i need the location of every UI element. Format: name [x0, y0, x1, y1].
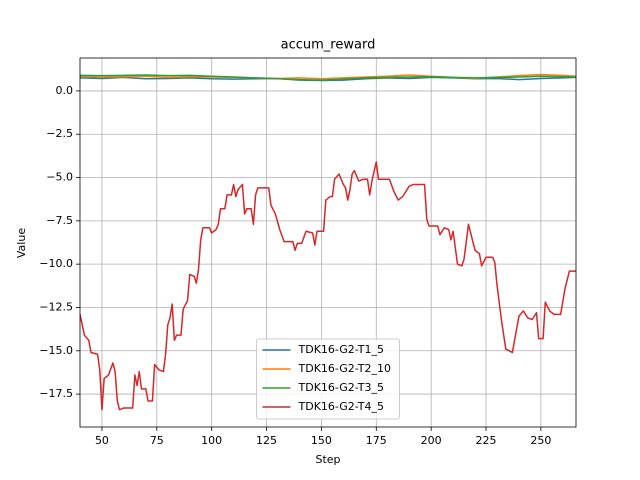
x-tick-label: 50 [95, 434, 109, 447]
plot-frame [79, 57, 577, 428]
x-tick-label: 175 [366, 434, 387, 447]
chart-title: accum_reward [281, 38, 376, 53]
grid [80, 58, 576, 427]
y-tick-label: −7.5 [46, 214, 73, 227]
x-tick-label: 200 [421, 434, 442, 447]
legend-label: TDK16-G2-T4_5 [298, 400, 384, 413]
y-tick-label: −12.5 [39, 300, 73, 313]
y-axis-label: Value [15, 228, 28, 258]
legend-label: TDK16-G2-T1_5 [298, 343, 384, 356]
x-tick-label: 225 [476, 434, 497, 447]
y-tick-label: −17.5 [39, 387, 73, 400]
y-tick-label: −15.0 [39, 344, 73, 357]
x-tick-label: 125 [256, 434, 277, 447]
legend-label: TDK16-G2-T2_10 [298, 362, 391, 375]
x-tick-label: 250 [530, 434, 551, 447]
legend-label: TDK16-G2-T3_5 [298, 381, 384, 394]
x-tick-label: 75 [150, 434, 164, 447]
plot-lines [80, 73, 576, 411]
y-tick-label: 0.0 [56, 84, 74, 97]
x-tick-label: 150 [311, 434, 332, 447]
x-axis-label: Step [315, 453, 340, 466]
series-line [80, 161, 576, 411]
y-tick-label: −5.0 [46, 171, 73, 184]
series-line [80, 74, 576, 81]
legend-box [256, 338, 400, 420]
y-tick-label: −10.0 [39, 257, 73, 270]
x-tick-label: 100 [201, 434, 222, 447]
legend: TDK16-G2-T1_5 TDK16-G2-T2_10 TDK16-G2-T3_5… [256, 338, 400, 420]
y-tick-label: −2.5 [46, 127, 73, 140]
